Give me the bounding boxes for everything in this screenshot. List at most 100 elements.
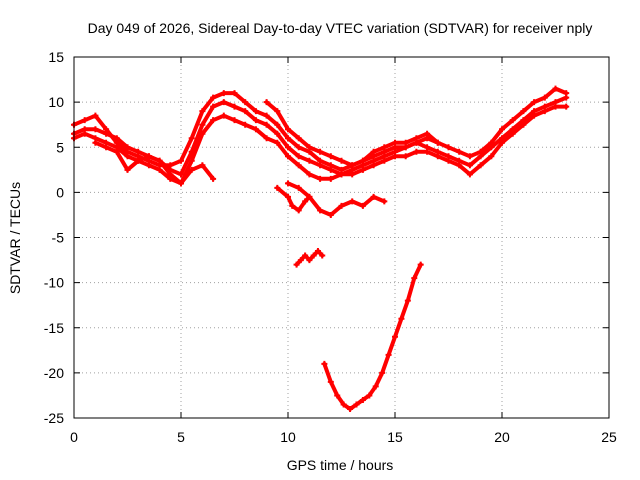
data-point xyxy=(327,166,334,173)
data-point xyxy=(178,171,184,178)
data-point xyxy=(289,202,296,209)
data-point xyxy=(552,85,559,92)
data-point xyxy=(81,130,88,137)
series-line xyxy=(322,262,423,411)
data-point xyxy=(285,126,291,133)
data-point xyxy=(424,130,431,137)
data-point xyxy=(252,117,259,124)
data-point xyxy=(81,117,88,124)
data-point xyxy=(210,117,217,124)
series-trace-g xyxy=(274,184,313,214)
data-point xyxy=(274,184,281,191)
data-point xyxy=(306,257,313,264)
data-point xyxy=(370,193,377,200)
y-tick-label: -15 xyxy=(44,320,64,336)
data-point xyxy=(199,108,206,115)
data-point xyxy=(210,175,217,182)
data-point xyxy=(417,261,424,268)
data-point xyxy=(306,157,313,164)
series-trace-e xyxy=(263,99,441,169)
data-point xyxy=(520,108,527,115)
data-point xyxy=(274,108,281,115)
data-point xyxy=(285,180,291,187)
data-point xyxy=(167,171,174,178)
series-line xyxy=(286,181,387,217)
grid xyxy=(74,57,609,418)
data-point xyxy=(252,126,259,133)
data-point xyxy=(295,135,302,142)
data-point xyxy=(349,171,356,178)
data-point xyxy=(520,121,527,128)
y-tick-label: 15 xyxy=(48,49,64,65)
data-point xyxy=(456,148,463,155)
data-point xyxy=(381,144,388,151)
data-point xyxy=(379,369,386,376)
data-point xyxy=(402,153,409,160)
data-point xyxy=(285,193,291,200)
data-point xyxy=(317,175,324,182)
data-point xyxy=(113,135,120,142)
data-point xyxy=(135,148,142,155)
data-point xyxy=(285,153,291,160)
chart-title: Day 049 of 2026, Sidereal Day-to-day VTE… xyxy=(88,20,593,36)
data-point xyxy=(188,157,195,164)
data-point xyxy=(274,130,281,137)
data-point xyxy=(188,166,195,173)
data-point xyxy=(327,175,334,182)
data-point xyxy=(359,202,366,209)
series-line xyxy=(264,100,440,168)
data-point xyxy=(220,112,227,119)
y-tick-label: -20 xyxy=(44,365,64,381)
data-point xyxy=(135,157,142,164)
data-point xyxy=(156,157,163,164)
data-point xyxy=(359,157,366,164)
data-point xyxy=(338,157,345,164)
data-point xyxy=(103,130,110,137)
data-point xyxy=(317,148,324,155)
y-axis-title: SDTVAR / TECUs xyxy=(7,182,23,294)
y-tick-label: 10 xyxy=(48,94,64,110)
data-point xyxy=(263,99,270,106)
x-axis-title: GPS time / hours xyxy=(287,457,394,473)
data-point xyxy=(92,139,99,146)
data-point xyxy=(359,166,366,173)
data-point xyxy=(210,94,217,101)
data-point xyxy=(295,184,302,191)
data-point xyxy=(349,162,356,169)
y-tick-layer: 15 10 5 0 -5 -10 -15 -20 -25 xyxy=(44,49,609,426)
data-point xyxy=(509,130,516,137)
data-point xyxy=(402,139,409,146)
data-point xyxy=(349,198,356,205)
y-tick-label: -5 xyxy=(52,230,65,246)
data-point xyxy=(263,112,270,119)
data-point xyxy=(413,135,420,142)
data-point xyxy=(285,135,291,142)
data-point xyxy=(188,135,195,142)
data-point xyxy=(488,153,495,160)
data-point xyxy=(338,171,345,178)
data-point xyxy=(231,117,238,124)
y-tick-label: -10 xyxy=(44,275,64,291)
data-point xyxy=(466,153,473,160)
data-point xyxy=(327,153,334,160)
data-point xyxy=(563,94,570,101)
series-layer xyxy=(71,85,570,412)
data-point xyxy=(263,135,270,142)
data-point xyxy=(466,162,473,169)
data-point xyxy=(321,360,328,367)
data-point xyxy=(297,257,304,264)
data-point xyxy=(124,166,131,173)
data-point xyxy=(103,144,110,151)
y-tick-label: 0 xyxy=(56,184,64,200)
data-point xyxy=(274,121,281,128)
data-point xyxy=(563,103,570,110)
data-point xyxy=(252,108,259,115)
data-point xyxy=(434,139,441,146)
data-point xyxy=(404,297,411,304)
data-point xyxy=(92,126,99,133)
data-point xyxy=(293,261,300,268)
data-point xyxy=(413,148,420,155)
data-point xyxy=(347,405,354,412)
data-point xyxy=(353,401,360,408)
